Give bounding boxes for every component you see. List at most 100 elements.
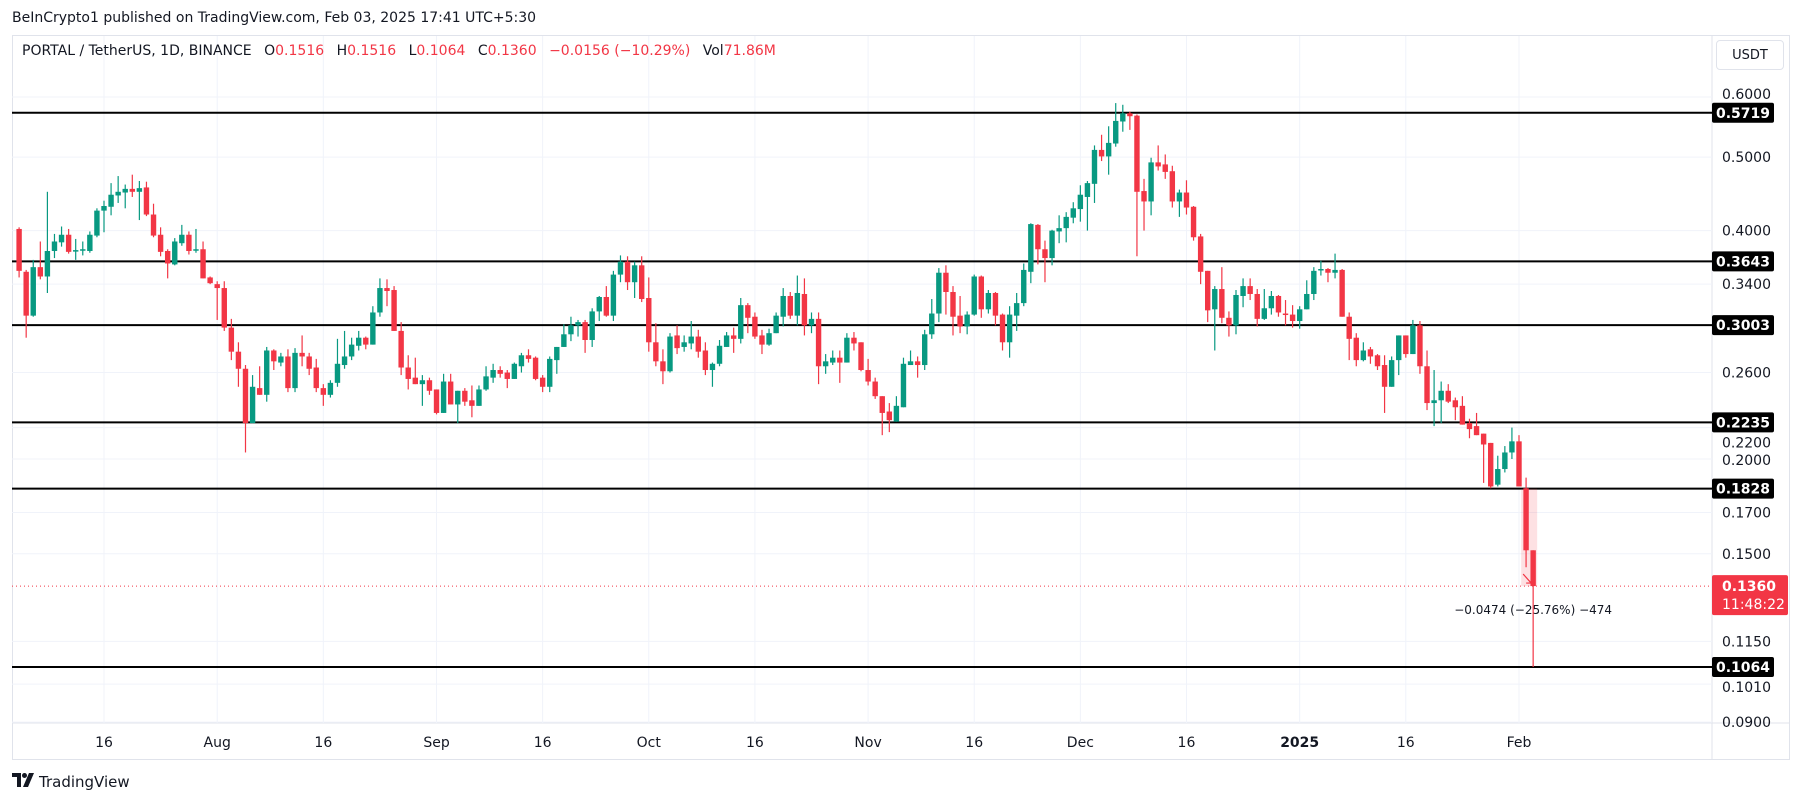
candle [568,316,574,342]
candle [752,312,758,339]
candle [780,288,786,327]
candle-body [639,265,645,300]
candle [851,332,857,351]
candle-body [1424,366,1430,404]
candle-body [1219,289,1225,318]
candle [157,227,164,257]
candle [122,184,128,209]
candle [837,350,843,383]
candle [65,228,72,254]
candle [16,227,22,278]
candle [313,358,319,393]
candle [433,389,440,415]
candle [1367,346,1374,364]
candle [377,278,383,317]
candle-body [490,370,496,378]
candle-body [964,314,970,327]
candle [1296,306,1303,329]
candle [1035,224,1041,265]
candle-body [1396,335,1402,361]
bar-countdown: 11:48:22 [1722,597,1785,613]
candle [745,303,751,334]
candle [794,275,801,326]
candle-body [221,288,227,328]
candle [1254,289,1260,327]
candle-body [1296,309,1303,322]
candle-body [455,390,461,405]
candle-body [87,234,93,251]
candle [1247,278,1253,301]
candle-body [822,361,829,367]
candle-body [766,333,772,345]
candle-body [879,396,885,413]
candle [1452,397,1459,421]
tradingview-logo[interactable]: TradingView [12,772,130,791]
candle-body [1431,400,1437,404]
time-axis[interactable]: 16 Aug 16 Sep 16 Oct 16 Nov 16 Dec 16 2025 16 Feb [95,735,1531,751]
candle-body [1488,442,1494,487]
candle-body [433,389,440,413]
last-price-tag [1712,575,1788,616]
candle [1013,292,1020,331]
candle-body [172,241,178,265]
candle [1523,477,1529,568]
tradingview-logo-icon [12,772,34,791]
candle [688,321,694,350]
candle-body [1410,325,1416,355]
candle [978,275,984,318]
currency-button[interactable]: USDT [1716,40,1784,70]
candle [575,319,581,337]
candle [858,342,864,372]
candle [1091,145,1098,203]
level-tag [1712,412,1774,433]
candle [653,323,659,367]
candle-body [1141,191,1147,202]
symbol-title[interactable]: PORTAL / TetherUS, 1D, BINANCE [22,43,252,59]
candle [384,279,390,307]
candle-body [1169,171,1176,202]
candle [695,329,701,358]
candle [186,231,192,255]
candle-body [1509,441,1515,453]
publish-info: BeInCrypto1 published on TradingView.com… [12,10,537,26]
candle-body [1459,405,1466,425]
high-label: H [336,43,348,59]
candle-body [865,370,871,382]
candle-body [1212,289,1218,310]
candle-body [228,327,235,352]
candle-body [943,272,949,292]
candle-body [313,367,319,389]
candle [1311,267,1317,301]
candle-body [73,250,79,252]
candle-body [596,296,602,312]
candle [426,377,433,395]
x-tick-label: 16 [965,735,983,751]
candle-body [370,312,376,345]
candle-body [271,350,277,362]
candle [193,228,199,253]
y-tick-label: 0.3400 [1722,277,1771,293]
candle-body [914,361,921,366]
price-axis[interactable]: 0.6000 0.5000 0.4000 0.3400 0.2600 0.22000.20… [1712,87,1788,731]
candle-body [377,288,383,313]
candle [1233,290,1239,335]
high-value: 0.1516 [347,43,397,59]
candle [30,259,36,317]
candle [292,348,298,393]
candle [936,268,942,323]
candle-body [1254,293,1260,319]
candle-body [858,342,864,371]
candle-body [1417,325,1423,367]
candle [1113,103,1119,147]
candle-body [426,380,433,391]
candle-body [674,335,680,349]
candle-body [44,250,51,277]
candle [172,238,178,266]
candle [1466,418,1473,439]
candle [624,256,631,291]
candle-body [1466,423,1473,430]
candle-body [1452,400,1459,408]
candle-body [1162,164,1168,172]
candle [1396,335,1402,376]
